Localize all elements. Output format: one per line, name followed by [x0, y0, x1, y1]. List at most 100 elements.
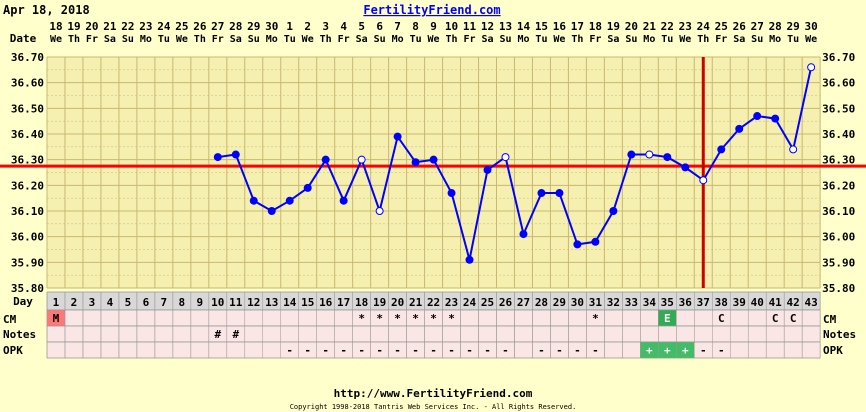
cm-cell-value: M — [53, 312, 60, 325]
notes-row-label: Notes — [3, 328, 36, 341]
y-tick-label-left: 36.60 — [11, 77, 44, 90]
weekday-label: Fr — [464, 34, 476, 45]
temperature-point — [267, 207, 276, 215]
date-label: 1 — [286, 20, 293, 33]
cm-cell-value: * — [592, 312, 599, 325]
opk-cell-value: - — [304, 344, 311, 357]
temperature-point — [789, 145, 798, 154]
day-cell-value: 3 — [89, 296, 96, 309]
cm-cell-value: * — [358, 312, 365, 325]
opk-cell-value: - — [394, 344, 401, 357]
day-cell-value: 7 — [161, 296, 168, 309]
opk-cell-value: - — [358, 344, 365, 357]
weekday-label: Tu — [410, 34, 422, 45]
y-tick-label-right: 36.50 — [822, 102, 855, 115]
date-label: 30 — [805, 20, 818, 33]
date-label: 24 — [697, 20, 711, 33]
day-cell-value: 20 — [391, 296, 404, 309]
data-rows: 1 2 3 4 5 6 7 8 9 10 11 12 13 14 15 16 17 18 19 20 21 22 23 24 2… — [46, 291, 821, 359]
cm-cell-value: * — [394, 312, 401, 325]
cm-row-label-right: CM — [823, 313, 837, 326]
date-label: 25 — [715, 20, 728, 33]
weekday-label: Th — [68, 34, 80, 45]
y-tick-label-left: 35.80 — [11, 282, 44, 295]
date-label: 27 — [211, 20, 224, 33]
weekday-label: Tu — [158, 34, 170, 45]
cm-cell-value: C — [790, 312, 797, 325]
day-cell-value: 18 — [355, 296, 368, 309]
weekday-label: Sa — [104, 34, 116, 45]
weekday-label: We — [553, 34, 565, 45]
weekday-label: Fr — [212, 34, 224, 45]
date-label: 21 — [103, 20, 117, 33]
opk-cell-value: - — [484, 344, 491, 357]
weekday-label: Su — [374, 34, 386, 45]
footer-url[interactable]: http://www.FertilityFriend.com — [334, 387, 533, 400]
y-tick-label-left: 35.90 — [11, 256, 44, 269]
cm-cell-value: * — [376, 312, 383, 325]
temperature-point — [321, 155, 330, 164]
temperature-point — [411, 158, 420, 167]
opk-cell — [801, 341, 821, 359]
y-tick-label-right: 36.60 — [822, 77, 855, 90]
opk-cell-value: + — [646, 344, 653, 357]
date-label: 22 — [121, 20, 134, 33]
opk-cell-value: - — [376, 344, 383, 357]
day-cell-value: 41 — [769, 296, 783, 309]
day-cell-value: 23 — [445, 296, 458, 309]
weekday-label: Su — [625, 34, 637, 45]
opk-cell-value: - — [538, 344, 545, 357]
date-label: 28 — [229, 20, 242, 33]
day-cell-value: 25 — [481, 296, 494, 309]
weekday-label: We — [805, 34, 817, 45]
date-label: 23 — [679, 20, 692, 33]
date-label: 24 — [157, 20, 171, 33]
notes-cell-value: # — [232, 328, 239, 341]
date-label: 8 — [412, 20, 419, 33]
date-label: 2 — [304, 20, 311, 33]
temperature-point — [231, 150, 240, 159]
y-tick-label-left: 36.50 — [11, 102, 44, 115]
day-cell-value: 31 — [589, 296, 603, 309]
opk-cell-value: - — [574, 344, 581, 357]
weekday-label: Sa — [356, 34, 368, 45]
date-label: 7 — [394, 20, 401, 33]
y-tick-label-left: 36.40 — [11, 128, 44, 141]
cm-cell-value: * — [412, 312, 419, 325]
y-tick-label-left: 36.70 — [11, 51, 44, 64]
opk-cell-value: - — [448, 344, 455, 357]
opk-row-label-right: OPK — [823, 344, 843, 357]
weekday-label: Mo — [517, 34, 529, 45]
day-cell-value: 1 — [53, 296, 60, 309]
day-cell-value: 16 — [319, 296, 333, 309]
day-cell-value: 13 — [265, 296, 278, 309]
weekday-label: Mo — [643, 34, 655, 45]
opk-cell-value: - — [592, 344, 599, 357]
day-cell-value: 28 — [535, 296, 548, 309]
day-cell-value: 42 — [787, 296, 800, 309]
date-label: 30 — [265, 20, 278, 33]
temperature-point — [807, 63, 816, 72]
site-title[interactable]: FertilityFriend.com — [363, 3, 500, 17]
date-label: 23 — [139, 20, 152, 33]
opk-cell-value: - — [340, 344, 347, 357]
day-cell-value: 29 — [553, 296, 566, 309]
date-label: 26 — [733, 20, 747, 33]
temperature-point — [609, 207, 618, 215]
temperature-point — [753, 112, 762, 121]
temperature-point — [375, 207, 384, 215]
date-label: 18 — [589, 20, 602, 33]
temperature-point — [357, 155, 366, 164]
y-tick-label-right: 36.70 — [822, 51, 855, 64]
temperature-point — [681, 163, 690, 172]
temperature-point — [573, 240, 582, 249]
weekday-label: Mo — [140, 34, 152, 45]
weekday-label: Mo — [266, 34, 278, 45]
cm-cell-value: C — [772, 312, 779, 325]
day-cell-value: 9 — [197, 296, 204, 309]
date-row: 18We19Th20Fr21Sa22Su23Mo24Tu25We26Th27Fr… — [49, 20, 817, 45]
temperature-point — [627, 150, 636, 159]
temperature-point — [663, 153, 672, 162]
date-label: 13 — [499, 20, 512, 33]
